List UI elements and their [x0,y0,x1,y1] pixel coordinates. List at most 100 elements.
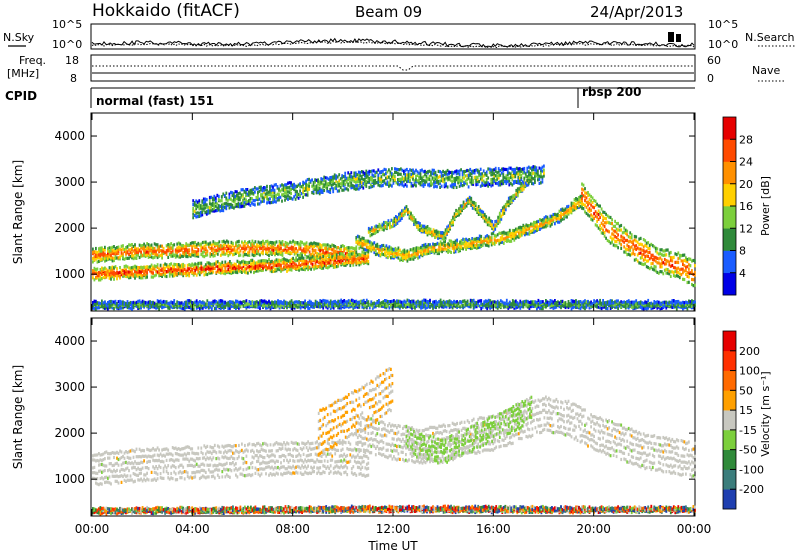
data-cell [429,251,431,255]
data-cell [225,244,228,248]
data-cell [335,177,338,181]
data-cell [463,176,465,180]
data-cell [135,267,138,271]
data-cell [179,246,182,250]
data-cell [520,182,523,186]
data-cell [269,250,272,254]
data-cell [116,250,118,254]
data-cell [511,228,514,233]
data-cell [201,240,204,245]
data-cell [227,254,230,258]
data-cell [96,267,99,271]
data-cell [235,270,237,274]
data-cell [209,305,212,309]
data-cell [364,254,367,258]
data-cell [465,237,467,241]
data-cell [470,199,473,203]
data-cell [117,300,120,304]
data-cell [578,204,580,208]
data-cell [213,266,216,270]
data-cell [213,254,216,258]
data-cell [265,240,267,244]
data-cell [107,256,109,260]
data-cell [263,186,265,190]
data-cell [132,300,135,304]
data-cell [379,170,381,174]
data-cell [447,250,449,254]
data-cell [426,244,428,248]
data-cell [231,199,234,203]
data-cell [323,175,326,179]
data-cell [161,272,163,276]
data-cell [158,254,160,258]
data-cell [195,243,198,247]
data-cell [578,200,580,204]
data-cell [236,193,238,198]
data-cell [174,253,177,257]
data-cell [524,184,527,188]
data-cell [257,244,260,248]
data-cell [332,254,335,258]
data-cell [253,270,255,275]
data-cell [98,271,100,275]
beam-title: Beam 09 [355,3,422,21]
data-cell [408,250,410,254]
data-cell [542,218,544,222]
data-cell [245,242,248,246]
data-cell [421,244,424,248]
data-cell [594,203,597,208]
data-cell [374,178,377,182]
data-cell [400,253,403,257]
data-cell [406,249,409,253]
data-cell [530,222,532,226]
data-cell [452,176,455,181]
data-cell [199,210,202,214]
data-cell [368,248,371,252]
data-cell [338,182,341,186]
data-cell [588,209,591,213]
data-cell [485,178,488,182]
data-cell [627,240,630,244]
data-cell [474,202,477,206]
data-cell [277,267,279,271]
data-cell [677,270,680,274]
data-cell [221,250,224,254]
data-cell [108,306,111,310]
data-cell [501,211,504,215]
data-cell [418,181,420,185]
data-cell [341,252,344,256]
data-cell [552,216,555,220]
data-cell [120,253,123,258]
data-cell [248,253,251,257]
data-cell [251,265,254,269]
data-cell [266,194,268,198]
data-cell [198,214,201,218]
data-cell [325,247,328,252]
data-cell [205,212,208,216]
data-cell [493,179,496,184]
data-cell [296,184,298,188]
data-cell [313,267,315,271]
data-cell [529,179,532,183]
data-cell [128,256,130,260]
data-cell [287,264,290,268]
data-cell [267,190,270,194]
data-cell [125,256,127,260]
data-cell [427,249,430,253]
data-cell [230,269,233,273]
data-cell [308,250,311,254]
data-cell [385,168,387,172]
data-cell [632,242,635,246]
data-cell [292,239,294,243]
data-cell [502,175,505,179]
data-cell [158,307,160,311]
data-cell [505,167,508,172]
data-cell [198,307,201,311]
data-cell [388,251,391,255]
data-cell [451,173,453,178]
data-cell [686,265,689,269]
data-cell [443,180,446,184]
data-cell [360,181,363,185]
data-cell [575,206,577,211]
data-cell [138,272,141,276]
